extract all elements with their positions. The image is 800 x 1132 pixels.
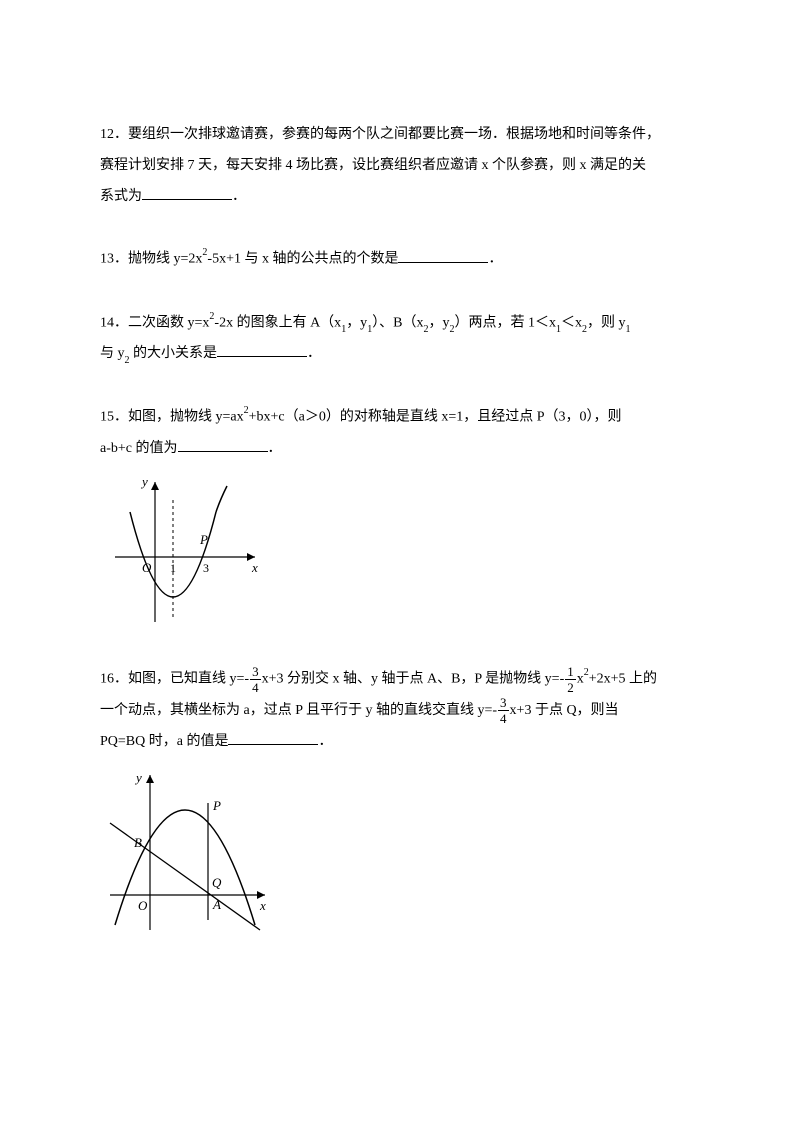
problem-12: 12．要组织一次排球邀请赛，参赛的每两个队之间都要比赛一场．根据场地和时间等条件… bbox=[100, 120, 700, 212]
q14-sub2b: 2 bbox=[450, 324, 455, 335]
page: 12．要组织一次排球邀请赛，参赛的每两个队之间都要比赛一场．根据场地和时间等条件… bbox=[0, 0, 800, 1047]
q12-l3a: 系式为 bbox=[100, 189, 142, 204]
q15-num: 15． bbox=[100, 410, 128, 425]
problem-15: 15．如图，抛物线 y=ax2+bx+c（a＞0）的对称轴是直线 x=1，且经过… bbox=[100, 402, 700, 632]
q13-num: 13． bbox=[100, 252, 128, 267]
x-label: x bbox=[251, 560, 258, 575]
q15-graph: y x O 1 3 P bbox=[100, 472, 270, 632]
q12-blank bbox=[142, 185, 232, 200]
q14-sub2d: 2 bbox=[125, 355, 130, 366]
frac2-den: 2 bbox=[565, 680, 576, 694]
frac1-den: 4 bbox=[250, 680, 261, 694]
q13-blank bbox=[398, 248, 488, 263]
q15-l2a: a-b+c 的值为 bbox=[100, 441, 178, 456]
three-label: 3 bbox=[203, 561, 209, 575]
B-label: B bbox=[134, 835, 142, 850]
q14-l1a: 二次函数 y=x bbox=[128, 316, 209, 331]
q16-num: 16． bbox=[100, 672, 128, 687]
q15-text: 15．如图，抛物线 y=ax2+bx+c（a＞0）的对称轴是直线 x=1，且经过… bbox=[100, 402, 700, 464]
q14-text: 14．二次函数 y=x2-2x 的图象上有 A（x1，y1）、B（x2，y2）两… bbox=[100, 308, 700, 370]
q14-num: 14． bbox=[100, 316, 128, 331]
q14-l2a: 与 y bbox=[100, 346, 125, 361]
problem-13: 13．抛物线 y=2x2-5x+1 与 x 轴的公共点的个数是 ． bbox=[100, 244, 700, 275]
y-arrow-16 bbox=[146, 775, 154, 783]
q16-graph: y x O B A P Q bbox=[100, 765, 280, 935]
q16-text: 16．如图，已知直线 y=-34x+3 分别交 x 轴、y 轴于点 A、B，P … bbox=[100, 664, 700, 757]
q14-l1h: ，则 y bbox=[587, 316, 626, 331]
frac1-num: 3 bbox=[250, 665, 261, 680]
q16-sup: 2 bbox=[584, 667, 589, 678]
q14-sup1: 2 bbox=[209, 311, 214, 322]
q14-l1g: ＜x bbox=[561, 316, 582, 331]
q14-l1f: ）两点，若 1＜x bbox=[455, 316, 557, 331]
q13-b: -5x+1 与 x 轴的公共点的个数是 bbox=[207, 252, 398, 267]
q14-l2b: 的大小关系是 bbox=[130, 346, 218, 361]
q12-l1: 要组织一次排球邀请赛，参赛的每两个队之间都要比赛一场．根据场地和时间等条件， bbox=[128, 127, 660, 142]
q14-sub1d: 1 bbox=[626, 324, 631, 335]
q16-blank bbox=[228, 730, 318, 745]
q16-l2a: 一个动点，其横坐标为 a，过点 P 且平行于 y 轴的直线交直线 y=- bbox=[100, 703, 497, 718]
frac3-num: 3 bbox=[498, 696, 509, 711]
q14-l1c: ，y bbox=[346, 316, 367, 331]
frac2-num: 1 bbox=[565, 665, 576, 680]
q15-sup: 2 bbox=[244, 405, 249, 416]
q14-sub2: 2 bbox=[424, 324, 429, 335]
q14-sub1b: 1 bbox=[367, 324, 372, 335]
x-label-16: x bbox=[259, 898, 266, 913]
q12-l2: 赛程计划安排 7 天，每天安排 4 场比赛，设比赛组织者应邀请 x 个队参赛，则… bbox=[100, 158, 646, 173]
frac3: 34 bbox=[498, 696, 509, 725]
q16-l3a: PQ=BQ 时，a 的值是 bbox=[100, 734, 228, 749]
parabola-16 bbox=[115, 810, 255, 925]
Q-label: Q bbox=[212, 875, 222, 890]
q14-sub2c: 2 bbox=[582, 324, 587, 335]
frac1: 34 bbox=[250, 665, 261, 694]
q14-blank bbox=[217, 342, 307, 357]
q16-l1c: x bbox=[577, 672, 584, 687]
q12-l3b: ． bbox=[232, 189, 246, 204]
q15-l1a: 如图，抛物线 y=ax bbox=[128, 410, 244, 425]
q13-c: ． bbox=[488, 252, 502, 267]
frac3-den: 4 bbox=[498, 711, 509, 725]
q16-l1d: +2x+5 上的 bbox=[589, 672, 657, 687]
q14-l1e: ，y bbox=[429, 316, 450, 331]
y-arrow bbox=[151, 482, 159, 490]
y-label: y bbox=[140, 474, 148, 489]
P-label: P bbox=[199, 532, 208, 547]
q15-blank bbox=[178, 437, 268, 452]
O-label-16: O bbox=[138, 898, 148, 913]
O-label: O bbox=[142, 560, 152, 575]
problem-16: 16．如图，已知直线 y=-34x+3 分别交 x 轴、y 轴于点 A、B，P … bbox=[100, 664, 700, 935]
q13-a: 抛物线 y=2x bbox=[128, 252, 202, 267]
q14-l2c: ． bbox=[307, 346, 321, 361]
frac2: 12 bbox=[565, 665, 576, 694]
q15-l2b: ． bbox=[268, 441, 282, 456]
q16-l1a: 如图，已知直线 y=- bbox=[128, 672, 249, 687]
q13-sup: 2 bbox=[202, 247, 207, 258]
q12-text: 12．要组织一次排球邀请赛，参赛的每两个队之间都要比赛一场．根据场地和时间等条件… bbox=[100, 120, 700, 212]
q14-l1d: ）、B（x bbox=[372, 316, 423, 331]
problem-14: 14．二次函数 y=x2-2x 的图象上有 A（x1，y1）、B（x2，y2）两… bbox=[100, 308, 700, 370]
q16-l2b: x+3 于点 Q，则当 bbox=[510, 703, 619, 718]
q15-l1b: +bx+c（a＞0）的对称轴是直线 x=1，且经过点 P（3，0），则 bbox=[249, 410, 622, 425]
q16-l1b: x+3 分别交 x 轴、y 轴于点 A、B，P 是抛物线 y=- bbox=[262, 672, 565, 687]
parabola-ext bbox=[216, 486, 227, 512]
P-label-16: P bbox=[212, 798, 221, 813]
q14-sub1: 1 bbox=[341, 324, 346, 335]
q13-text: 13．抛物线 y=2x2-5x+1 与 x 轴的公共点的个数是 ． bbox=[100, 244, 700, 275]
y-label-16: y bbox=[134, 770, 142, 785]
q16-l3b: ． bbox=[318, 734, 332, 749]
q14-sub1c: 1 bbox=[556, 324, 561, 335]
q14-l1b: -2x 的图象上有 A（x bbox=[214, 316, 341, 331]
one-label: 1 bbox=[170, 561, 176, 575]
q12-num: 12． bbox=[100, 127, 128, 142]
A-label: A bbox=[212, 897, 221, 912]
